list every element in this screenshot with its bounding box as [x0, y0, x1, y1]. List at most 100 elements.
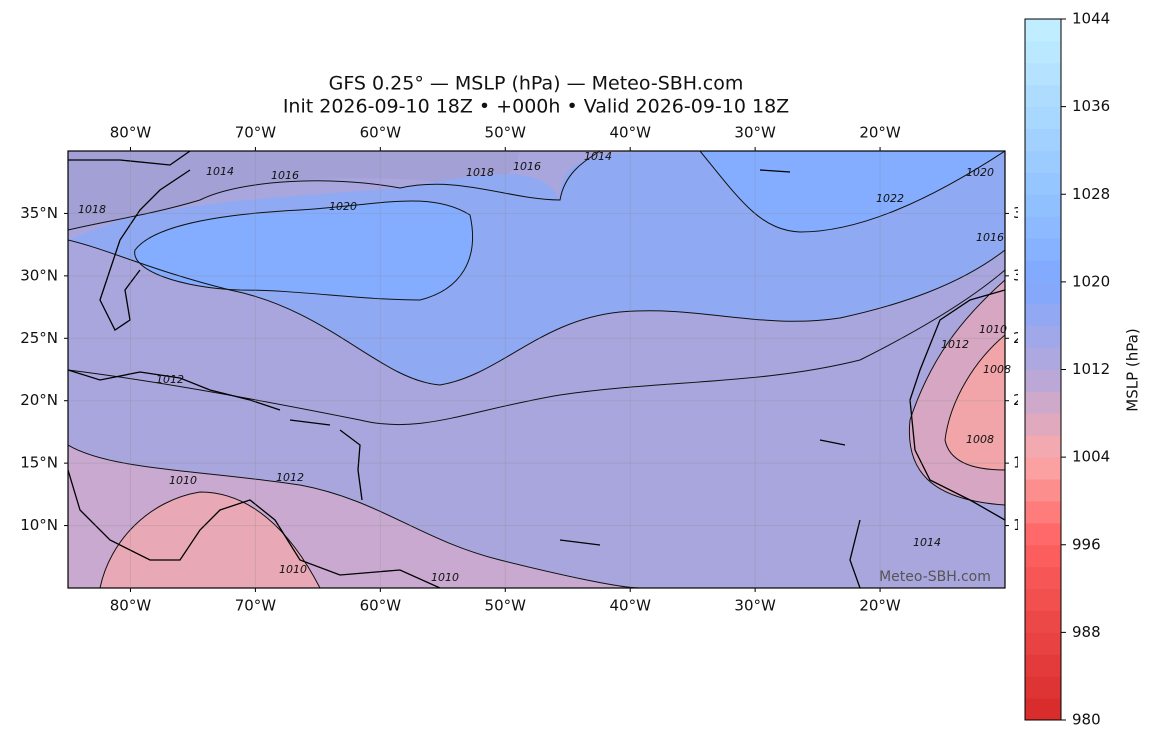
colorbar-tick-label: 1036 — [1072, 97, 1110, 115]
colorbar-band — [1025, 457, 1061, 480]
contour — [68, 151, 601, 231]
field-low-nw — [68, 151, 520, 230]
colorbar-label: MSLP (hPa) — [1124, 328, 1142, 411]
contour-label: 1016 — [271, 169, 299, 182]
contour — [68, 444, 641, 588]
lat-label: 10°N — [20, 516, 58, 534]
colorbar-band — [1025, 172, 1061, 195]
colorbar-band — [1025, 238, 1061, 261]
contour-label: 1014 — [206, 165, 234, 178]
lon-label: 60°W — [360, 124, 402, 142]
coastline — [68, 151, 1005, 588]
colorbar-band — [1025, 19, 1061, 42]
map-frame — [67, 150, 1006, 589]
colorbar-band — [1025, 62, 1061, 86]
contour-label: 1010 — [279, 563, 307, 576]
contour — [944, 334, 1005, 471]
lat-label: 20°N — [20, 391, 58, 409]
colorbar-band — [1025, 84, 1061, 108]
contour — [99, 491, 321, 588]
contour-label: 1008 — [966, 433, 994, 446]
lon-label: 20°W — [859, 124, 901, 142]
lon-label: 20°W — [859, 597, 901, 615]
colorbar-band — [1025, 106, 1061, 130]
contour — [908, 279, 1005, 506]
colorbar-tick-label: 996 — [1072, 535, 1101, 553]
contour-label: 1016 — [513, 160, 541, 173]
colorbar-band — [1025, 150, 1061, 173]
colorbar-band — [1025, 588, 1061, 611]
colorbar-tick-label: 1028 — [1072, 185, 1110, 203]
contour-label: 1012 — [156, 373, 184, 386]
colorbar-band — [1025, 632, 1061, 655]
colorbar-band — [1025, 369, 1061, 392]
colorbar-band — [1025, 347, 1061, 370]
title-line: GFS 0.25° — MSLP (hPa) — Meteo-SBH.com — [329, 73, 744, 95]
contour — [134, 200, 474, 301]
lat-label: 35°N — [20, 204, 58, 222]
lon-label: 50°W — [485, 124, 527, 142]
colorbar-tick-label: 980 — [1072, 711, 1101, 729]
colorbar-band — [1025, 413, 1061, 436]
contour-label: 1012 — [941, 338, 969, 351]
contour-label: 1016 — [976, 231, 1004, 244]
colorbar-band — [1025, 479, 1061, 502]
field-high-core — [134, 200, 473, 300]
colorbar-band — [1025, 654, 1061, 677]
contour-label: 1020 — [966, 166, 994, 179]
lon-label: 40°W — [609, 597, 651, 615]
field-low-core — [100, 492, 320, 588]
colorbar-band — [1025, 281, 1061, 305]
contour-label: 1020 — [329, 200, 357, 213]
lon-label: 80°W — [110, 124, 152, 142]
colorbar-band — [1025, 128, 1061, 151]
contour-label: 1018 — [78, 203, 106, 216]
colorbar-band — [1025, 610, 1061, 633]
contour-label: 1012 — [276, 471, 304, 484]
contour — [68, 269, 1005, 426]
title-line: Init 2026-09-10 18Z • +000h • Valid 2026… — [283, 96, 789, 118]
colorbar-band — [1025, 303, 1061, 327]
colorbar-band — [1025, 325, 1061, 349]
contour-label: 1010 — [979, 323, 1007, 336]
colorbar-band — [1025, 435, 1061, 458]
lat-label: 30°N — [20, 266, 58, 284]
field-low-east-core — [945, 335, 1005, 470]
colorbar-band — [1025, 566, 1061, 590]
contour-label: 1014 — [913, 536, 941, 549]
lon-label: 70°W — [235, 597, 277, 615]
colorbar-tick-label: 988 — [1072, 623, 1101, 641]
lon-label: 70°W — [235, 124, 277, 142]
contour-label: 1010 — [169, 474, 197, 487]
colorbar-band — [1025, 676, 1061, 699]
watermark: Meteo-SBH.com — [879, 569, 991, 585]
colorbar-band — [1025, 391, 1061, 414]
axis-ticks: 80°W 80°W 70°W 70°W 60°W 60°W 50°W 50°W 40°W 40°W… — [20, 124, 1051, 615]
contour-label: 1022 — [876, 192, 904, 205]
colorbar-band — [1025, 500, 1061, 524]
colorbar-tick-label: 1020 — [1072, 272, 1110, 290]
lon-label: 80°W — [110, 597, 152, 615]
colorbar-band — [1025, 522, 1061, 546]
contour-label: 1014 — [584, 150, 612, 163]
colorbar-band — [1025, 194, 1061, 217]
lon-label: 50°W — [485, 597, 527, 615]
colorbar-band — [1025, 216, 1061, 239]
contour-label: 1008 — [983, 363, 1011, 376]
colorbar-band — [1025, 698, 1061, 721]
lon-label: 60°W — [360, 597, 402, 615]
contour — [699, 151, 1005, 233]
contour — [68, 239, 1005, 386]
lon-label: 30°W — [734, 124, 776, 142]
lat-label: 15°N — [20, 454, 58, 472]
colorbar-band — [1025, 259, 1061, 283]
colorbar-band — [1025, 544, 1061, 568]
lat-label: 25°N — [20, 329, 58, 347]
contour-label: 1018 — [466, 166, 494, 179]
colorbar-tick-label: 1012 — [1072, 360, 1110, 378]
lon-label: 40°W — [609, 124, 651, 142]
colorbar-tick-label: 1004 — [1072, 448, 1110, 466]
colorbar-band — [1025, 40, 1061, 64]
colorbar-tick-label: 1044 — [1072, 10, 1110, 28]
